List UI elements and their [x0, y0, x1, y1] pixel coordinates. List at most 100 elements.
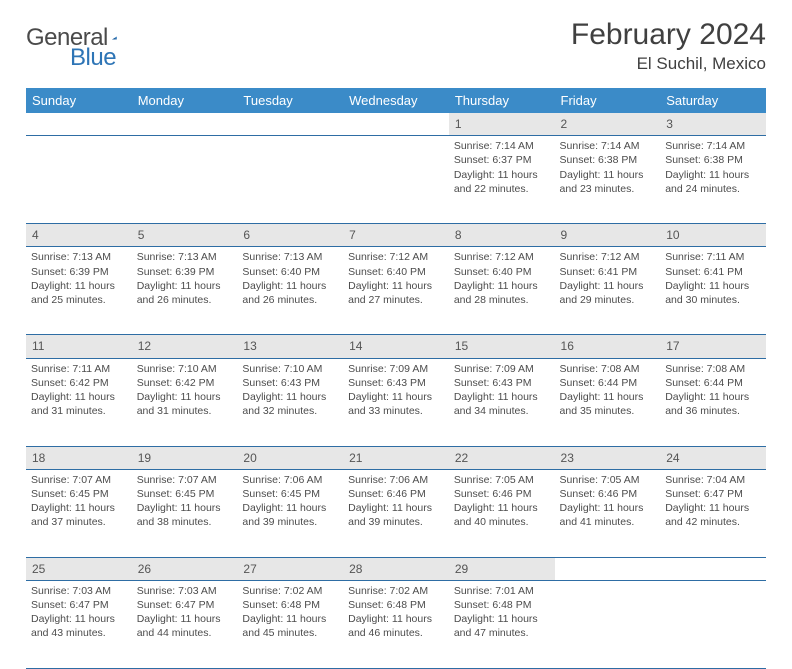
- sunset-line: Sunset: 6:48 PM: [242, 598, 338, 612]
- daylight-line: Daylight: 11 hours and 43 minutes.: [31, 612, 127, 640]
- daylight-line: Daylight: 11 hours and 46 minutes.: [348, 612, 444, 640]
- day-detail-cell: Sunrise: 7:13 AMSunset: 6:39 PMDaylight:…: [132, 247, 238, 335]
- daylight-line: Daylight: 11 hours and 31 minutes.: [31, 390, 127, 418]
- day-detail-cell: Sunrise: 7:08 AMSunset: 6:44 PMDaylight:…: [555, 358, 661, 446]
- day-detail-cell: Sunrise: 7:10 AMSunset: 6:42 PMDaylight:…: [132, 358, 238, 446]
- day-number-cell: [343, 113, 449, 136]
- day-detail-cell: Sunrise: 7:14 AMSunset: 6:38 PMDaylight:…: [660, 136, 766, 224]
- day-number-cell: 19: [132, 446, 238, 469]
- sunset-line: Sunset: 6:43 PM: [348, 376, 444, 390]
- daylight-line: Daylight: 11 hours and 25 minutes.: [31, 279, 127, 307]
- day-detail-cell: Sunrise: 7:14 AMSunset: 6:38 PMDaylight:…: [555, 136, 661, 224]
- daylight-line: Daylight: 11 hours and 34 minutes.: [454, 390, 550, 418]
- sunset-line: Sunset: 6:47 PM: [137, 598, 233, 612]
- sunrise-line: Sunrise: 7:12 AM: [560, 250, 656, 264]
- daylight-line: Daylight: 11 hours and 33 minutes.: [348, 390, 444, 418]
- brand-logo: General Blue: [26, 24, 142, 52]
- day-header: Saturday: [660, 88, 766, 113]
- day-number-cell: [132, 113, 238, 136]
- day-detail-cell: Sunrise: 7:12 AMSunset: 6:40 PMDaylight:…: [343, 247, 449, 335]
- day-detail-cell: Sunrise: 7:05 AMSunset: 6:46 PMDaylight:…: [449, 469, 555, 557]
- sunrise-line: Sunrise: 7:07 AM: [31, 473, 127, 487]
- day-detail-cell: Sunrise: 7:01 AMSunset: 6:48 PMDaylight:…: [449, 580, 555, 668]
- daylight-line: Daylight: 11 hours and 38 minutes.: [137, 501, 233, 529]
- sunrise-line: Sunrise: 7:10 AM: [242, 362, 338, 376]
- sunrise-line: Sunrise: 7:13 AM: [137, 250, 233, 264]
- sunset-line: Sunset: 6:38 PM: [560, 153, 656, 167]
- sunrise-line: Sunrise: 7:12 AM: [454, 250, 550, 264]
- calendar-header-row: SundayMondayTuesdayWednesdayThursdayFrid…: [26, 88, 766, 113]
- sunrise-line: Sunrise: 7:04 AM: [665, 473, 761, 487]
- day-number-cell: 13: [237, 335, 343, 358]
- day-detail-cell: Sunrise: 7:03 AMSunset: 6:47 PMDaylight:…: [26, 580, 132, 668]
- sunrise-line: Sunrise: 7:08 AM: [665, 362, 761, 376]
- sunrise-line: Sunrise: 7:03 AM: [31, 584, 127, 598]
- day-detail-cell: Sunrise: 7:07 AMSunset: 6:45 PMDaylight:…: [132, 469, 238, 557]
- day-number-cell: 24: [660, 446, 766, 469]
- day-number-cell: 14: [343, 335, 449, 358]
- day-number-cell: 16: [555, 335, 661, 358]
- day-detail-cell: Sunrise: 7:12 AMSunset: 6:41 PMDaylight:…: [555, 247, 661, 335]
- sunrise-line: Sunrise: 7:12 AM: [348, 250, 444, 264]
- sunrise-line: Sunrise: 7:01 AM: [454, 584, 550, 598]
- sunset-line: Sunset: 6:41 PM: [665, 265, 761, 279]
- day-header: Sunday: [26, 88, 132, 113]
- sunset-line: Sunset: 6:44 PM: [560, 376, 656, 390]
- day-detail-cell: Sunrise: 7:12 AMSunset: 6:40 PMDaylight:…: [449, 247, 555, 335]
- day-number-cell: 1: [449, 113, 555, 136]
- sunset-line: Sunset: 6:47 PM: [31, 598, 127, 612]
- sunset-line: Sunset: 6:47 PM: [665, 487, 761, 501]
- day-detail-cell: Sunrise: 7:14 AMSunset: 6:37 PMDaylight:…: [449, 136, 555, 224]
- day-number-cell: [660, 557, 766, 580]
- sunrise-line: Sunrise: 7:05 AM: [560, 473, 656, 487]
- day-detail-cell: Sunrise: 7:05 AMSunset: 6:46 PMDaylight:…: [555, 469, 661, 557]
- daylight-line: Daylight: 11 hours and 39 minutes.: [348, 501, 444, 529]
- daylight-line: Daylight: 11 hours and 47 minutes.: [454, 612, 550, 640]
- day-number-cell: 23: [555, 446, 661, 469]
- sunrise-line: Sunrise: 7:07 AM: [137, 473, 233, 487]
- sunset-line: Sunset: 6:45 PM: [137, 487, 233, 501]
- day-detail-cell: Sunrise: 7:09 AMSunset: 6:43 PMDaylight:…: [449, 358, 555, 446]
- day-header: Monday: [132, 88, 238, 113]
- daylight-line: Daylight: 11 hours and 27 minutes.: [348, 279, 444, 307]
- daylight-line: Daylight: 11 hours and 32 minutes.: [242, 390, 338, 418]
- page-title: February 2024: [571, 18, 766, 52]
- sunset-line: Sunset: 6:37 PM: [454, 153, 550, 167]
- day-number-cell: 8: [449, 224, 555, 247]
- sunrise-line: Sunrise: 7:06 AM: [242, 473, 338, 487]
- day-header: Thursday: [449, 88, 555, 113]
- daylight-line: Daylight: 11 hours and 28 minutes.: [454, 279, 550, 307]
- sunset-line: Sunset: 6:43 PM: [454, 376, 550, 390]
- day-number-cell: 17: [660, 335, 766, 358]
- sunrise-line: Sunrise: 7:02 AM: [242, 584, 338, 598]
- sunset-line: Sunset: 6:45 PM: [31, 487, 127, 501]
- day-number-cell: 7: [343, 224, 449, 247]
- day-detail-cell: Sunrise: 7:11 AMSunset: 6:42 PMDaylight:…: [26, 358, 132, 446]
- sunset-line: Sunset: 6:43 PM: [242, 376, 338, 390]
- sunrise-line: Sunrise: 7:05 AM: [454, 473, 550, 487]
- daylight-line: Daylight: 11 hours and 24 minutes.: [665, 168, 761, 196]
- sunrise-line: Sunrise: 7:09 AM: [454, 362, 550, 376]
- sunrise-line: Sunrise: 7:11 AM: [665, 250, 761, 264]
- daylight-line: Daylight: 11 hours and 30 minutes.: [665, 279, 761, 307]
- day-number-cell: 25: [26, 557, 132, 580]
- daylight-line: Daylight: 11 hours and 35 minutes.: [560, 390, 656, 418]
- day-number-cell: 15: [449, 335, 555, 358]
- day-detail-cell: Sunrise: 7:10 AMSunset: 6:43 PMDaylight:…: [237, 358, 343, 446]
- day-detail-cell: [237, 136, 343, 224]
- daylight-line: Daylight: 11 hours and 40 minutes.: [454, 501, 550, 529]
- day-number-cell: 4: [26, 224, 132, 247]
- sunset-line: Sunset: 6:46 PM: [560, 487, 656, 501]
- day-number-cell: 18: [26, 446, 132, 469]
- sunrise-line: Sunrise: 7:11 AM: [31, 362, 127, 376]
- day-detail-cell: Sunrise: 7:03 AMSunset: 6:47 PMDaylight:…: [132, 580, 238, 668]
- sunrise-line: Sunrise: 7:06 AM: [348, 473, 444, 487]
- daylight-line: Daylight: 11 hours and 29 minutes.: [560, 279, 656, 307]
- day-detail-cell: Sunrise: 7:08 AMSunset: 6:44 PMDaylight:…: [660, 358, 766, 446]
- sunset-line: Sunset: 6:40 PM: [454, 265, 550, 279]
- day-number-cell: [237, 113, 343, 136]
- sunset-line: Sunset: 6:46 PM: [348, 487, 444, 501]
- day-number-cell: 2: [555, 113, 661, 136]
- day-number-cell: [26, 113, 132, 136]
- sunset-line: Sunset: 6:39 PM: [137, 265, 233, 279]
